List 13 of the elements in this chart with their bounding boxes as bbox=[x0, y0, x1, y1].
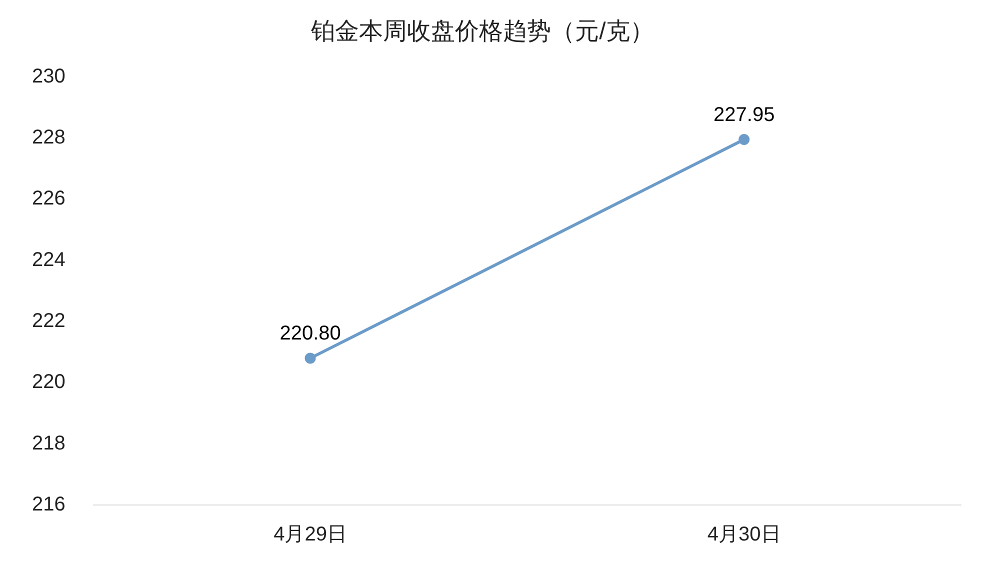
x-tick-label: 4月30日 bbox=[707, 524, 781, 546]
data-label: 220.80 bbox=[280, 322, 341, 345]
y-tick-label: 224 bbox=[32, 248, 66, 271]
y-tick-label: 230 bbox=[32, 65, 66, 88]
y-tick-label: 218 bbox=[32, 432, 66, 454]
y-tick-label: 222 bbox=[32, 310, 66, 332]
chart-title: 铂金本周收盘价格趋势（元/克） bbox=[310, 18, 654, 46]
x-tick-label: 4月29日 bbox=[274, 524, 347, 546]
y-tick-label: 216 bbox=[32, 494, 66, 516]
data-label: 227.95 bbox=[714, 104, 775, 126]
y-tick-label: 226 bbox=[32, 188, 66, 210]
y-tick-label: 228 bbox=[32, 126, 66, 148]
y-tick-label: 220 bbox=[32, 371, 66, 394]
